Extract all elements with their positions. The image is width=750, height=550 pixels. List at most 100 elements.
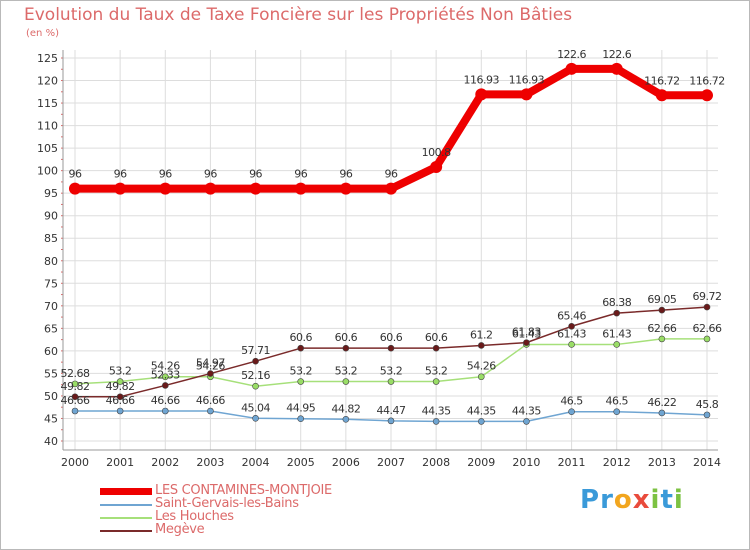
data-point xyxy=(432,418,440,425)
y-tick-label: 50 xyxy=(44,390,58,403)
logo-letter: i xyxy=(650,485,661,515)
data-point xyxy=(207,407,214,415)
data-label: 60.6 xyxy=(380,331,403,344)
data-label: 116.72 xyxy=(689,74,725,87)
data-label: 61.43 xyxy=(512,327,541,340)
x-tick-label: 2005 xyxy=(287,456,315,469)
data-point xyxy=(297,344,305,352)
data-point xyxy=(161,407,169,415)
data-label: 54.26 xyxy=(467,360,496,373)
x-tick-label: 2010 xyxy=(512,456,540,469)
data-point xyxy=(610,62,623,75)
data-point xyxy=(71,380,79,388)
y-tick-label: 115 xyxy=(37,97,58,110)
y-tick-label: 70 xyxy=(44,300,58,313)
data-label: 96 xyxy=(339,168,352,181)
data-label: 96 xyxy=(204,168,217,181)
data-label: 44.47 xyxy=(377,404,406,417)
data-label: 62.66 xyxy=(647,322,676,335)
x-tick-label: 2009 xyxy=(467,456,495,469)
data-label: 96 xyxy=(114,168,127,181)
legend-swatch xyxy=(100,517,152,519)
y-tick-label: 75 xyxy=(44,277,58,290)
data-label: 46.66 xyxy=(61,394,90,407)
y-tick-label: 100 xyxy=(37,165,58,178)
data-label: 46.5 xyxy=(605,395,628,408)
data-label: 46.66 xyxy=(196,394,225,407)
data-label: 53.2 xyxy=(109,365,132,378)
data-label: 46.22 xyxy=(647,396,676,409)
data-label: 57.71 xyxy=(241,344,270,357)
data-point xyxy=(655,89,668,102)
data-point xyxy=(520,88,533,101)
proxiti-logo: Proxiti xyxy=(580,485,684,515)
y-tick-label: 120 xyxy=(37,75,58,88)
data-point xyxy=(703,411,711,419)
data-point xyxy=(523,418,530,425)
data-point xyxy=(161,373,169,381)
data-point xyxy=(658,335,666,343)
x-tick-label: 2013 xyxy=(648,456,676,469)
y-tick-label: 90 xyxy=(44,210,58,223)
data-label: 54.26 xyxy=(196,360,225,373)
x-tick-label: 2011 xyxy=(558,456,586,469)
y-tick-label: 80 xyxy=(44,255,58,268)
y-tick-label: 125 xyxy=(37,52,58,65)
data-label: 116.72 xyxy=(644,74,680,87)
data-point xyxy=(159,182,172,195)
data-label: 52.68 xyxy=(61,367,90,380)
legend-label: LES CONTAMINES-MONTJOIE xyxy=(155,483,332,498)
data-point xyxy=(385,182,397,195)
data-point xyxy=(568,408,575,416)
data-point xyxy=(252,357,259,365)
data-label: 96 xyxy=(159,168,172,181)
data-point xyxy=(613,341,621,348)
data-point xyxy=(613,408,621,416)
data-label: 60.6 xyxy=(425,331,448,344)
data-point xyxy=(252,382,259,390)
x-tick-label: 2000 xyxy=(61,456,89,469)
data-point xyxy=(69,182,81,195)
y-tick-label: 110 xyxy=(37,120,58,133)
data-point xyxy=(568,322,575,330)
logo-letter: i xyxy=(673,485,684,515)
legend-swatch xyxy=(100,488,152,495)
data-label: 49.82 xyxy=(106,380,135,393)
y-tick-label: 45 xyxy=(44,412,58,425)
data-point xyxy=(703,303,711,311)
logo-letter: P xyxy=(580,485,601,515)
data-point xyxy=(161,382,169,389)
data-label: 61.2 xyxy=(470,328,493,341)
x-tick-label: 2002 xyxy=(151,456,179,469)
data-point xyxy=(342,415,350,423)
data-label: 100.8 xyxy=(422,146,451,159)
data-point xyxy=(116,407,124,415)
data-point xyxy=(207,370,214,377)
data-label: 96 xyxy=(385,168,398,181)
data-point xyxy=(477,418,485,425)
data-label: 61.83 xyxy=(512,326,541,339)
data-point xyxy=(387,417,395,425)
x-tick-label: 2001 xyxy=(106,456,134,469)
data-label: 54.26 xyxy=(151,360,180,373)
data-point xyxy=(565,62,578,75)
y-tick-label: 85 xyxy=(44,232,58,245)
data-label: 44.95 xyxy=(286,402,315,415)
data-point xyxy=(475,88,488,101)
logo-letter: t xyxy=(660,485,674,515)
data-point xyxy=(387,344,395,352)
data-point xyxy=(249,182,262,195)
y-tick-label: 60 xyxy=(44,345,58,358)
legend-label: Megève xyxy=(155,522,205,537)
line-chart: 40 45 50 55 60 65 70 75 80 85 90 95 100 105 110 115 120 1… xyxy=(37,48,725,469)
y-tick-label: 55 xyxy=(44,367,58,380)
legend-swatch xyxy=(100,504,152,506)
data-label: 49.82 xyxy=(61,380,90,393)
legend-label: Saint-Gervais-les-Bains xyxy=(155,496,299,511)
data-label: 60.6 xyxy=(289,331,312,344)
data-point xyxy=(339,182,352,195)
data-label: 61.43 xyxy=(602,327,631,340)
data-point xyxy=(477,342,485,349)
data-point xyxy=(658,409,666,417)
data-label: 60.6 xyxy=(335,331,358,344)
